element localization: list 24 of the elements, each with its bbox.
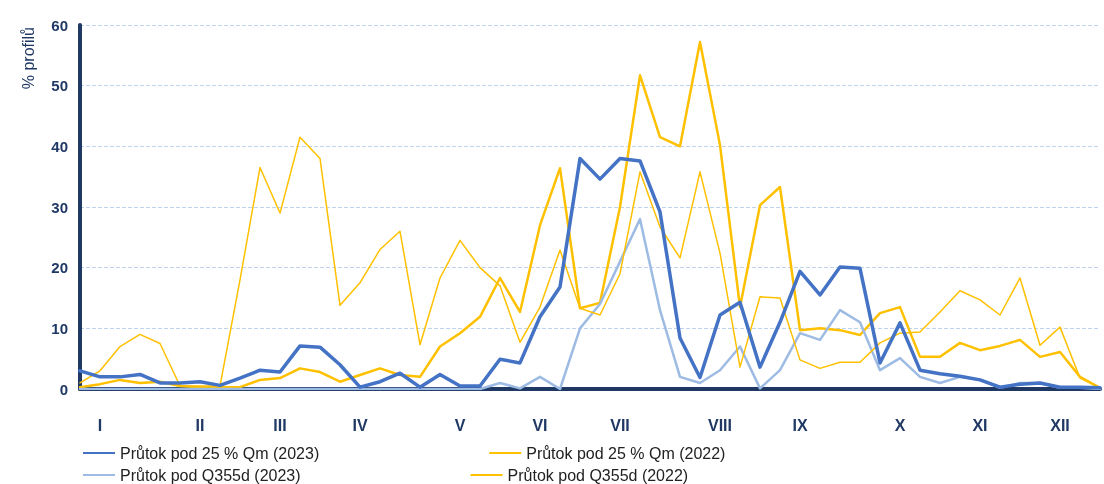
- y-tick-label: 20: [51, 259, 68, 277]
- x-tick-label: IV: [352, 416, 368, 434]
- y-tick-label: 30: [51, 198, 68, 216]
- legend-label: Průtok pod 25 % Qm (2022): [526, 444, 726, 462]
- x-tick-label: VII: [610, 416, 630, 434]
- y-axis-title: % profilů: [19, 27, 37, 90]
- x-tick-label: VI: [532, 416, 548, 434]
- x-tick-label: I: [97, 416, 103, 434]
- y-tick-label: 60: [51, 16, 68, 34]
- y-tick-label: 10: [51, 319, 68, 337]
- legend-label: Průtok pod Q355d (2023): [120, 466, 301, 484]
- x-tick-label: V: [454, 416, 466, 434]
- legend-label: Průtok pod Q355d (2022): [507, 466, 689, 484]
- x-tick-label: XII: [1050, 416, 1070, 434]
- x-tick-label: VIII: [707, 416, 733, 434]
- x-tick-label: III: [273, 416, 287, 434]
- y-tick-label: 50: [51, 77, 68, 95]
- x-tick-label: XI: [972, 416, 988, 434]
- x-tick-label: X: [894, 416, 906, 434]
- legend-label: Průtok pod 25 % Qm (2023): [120, 444, 320, 462]
- y-tick-label: 40: [51, 137, 68, 155]
- x-tick-label: II: [195, 416, 205, 434]
- x-tick-label: IX: [792, 416, 808, 434]
- y-tick-label: 0: [59, 380, 68, 398]
